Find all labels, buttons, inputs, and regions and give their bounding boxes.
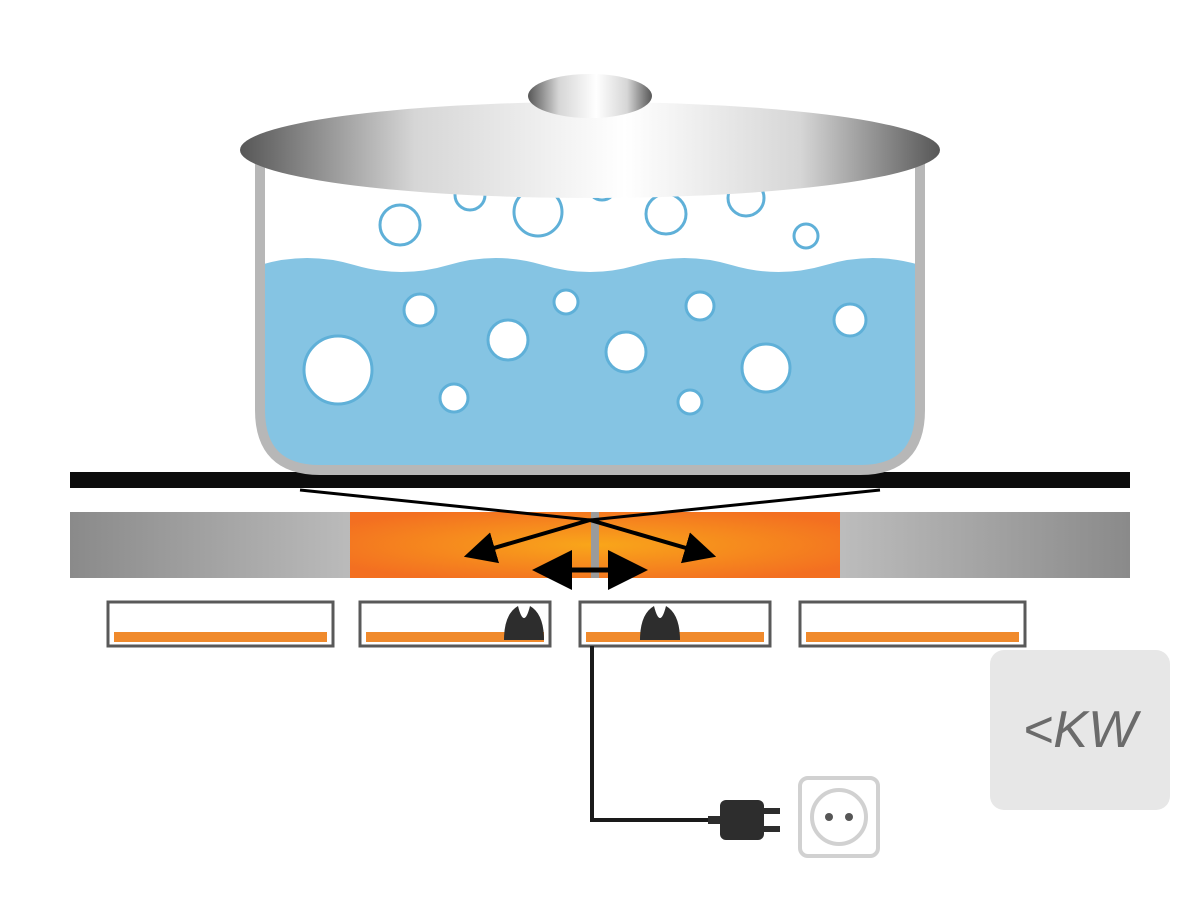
power-cable bbox=[592, 646, 720, 820]
kw-indicator-box: <KW bbox=[990, 650, 1170, 810]
bubble bbox=[440, 384, 468, 412]
power-plug bbox=[720, 800, 764, 840]
bubble bbox=[488, 320, 528, 360]
coil-heated-strip bbox=[114, 632, 327, 642]
pot-lid-knob bbox=[528, 74, 652, 118]
kw-indicator-text: <KW bbox=[1023, 700, 1137, 760]
bubble bbox=[678, 390, 702, 414]
bubble bbox=[834, 304, 866, 336]
bubble bbox=[606, 332, 646, 372]
bubble bbox=[554, 290, 578, 314]
bubble bbox=[742, 344, 790, 392]
coil-heated-strip bbox=[806, 632, 1019, 642]
bubble bbox=[404, 294, 436, 326]
bubble bbox=[686, 292, 714, 320]
bubble bbox=[304, 336, 372, 404]
